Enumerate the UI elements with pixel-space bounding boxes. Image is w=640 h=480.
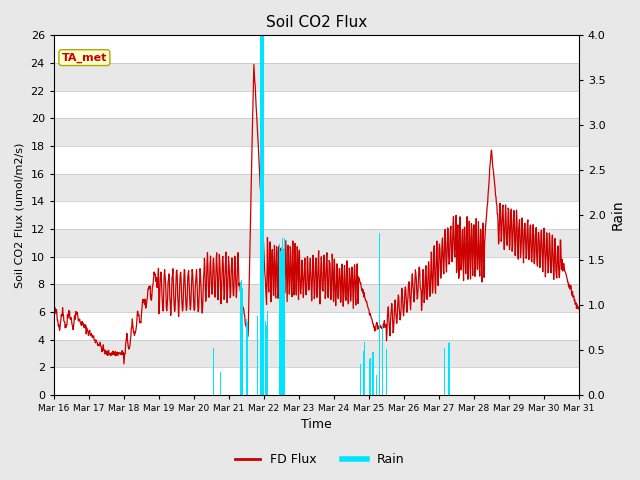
Bar xyxy=(372,352,373,395)
Bar xyxy=(369,360,370,395)
Bar xyxy=(54,91,579,118)
Bar xyxy=(261,36,262,395)
Bar xyxy=(281,242,282,395)
Bar xyxy=(213,356,214,395)
Bar xyxy=(449,342,450,395)
Bar xyxy=(54,63,579,91)
Bar xyxy=(379,233,380,395)
Bar xyxy=(280,252,281,395)
Bar xyxy=(369,349,370,395)
Bar xyxy=(54,118,579,146)
Bar xyxy=(263,36,264,395)
Bar xyxy=(382,325,383,395)
Bar xyxy=(242,300,243,395)
Bar xyxy=(257,324,258,395)
Bar xyxy=(364,342,365,395)
Bar xyxy=(382,331,383,395)
Bar xyxy=(247,333,248,395)
Bar xyxy=(262,79,263,395)
Legend: FD Flux, Rain: FD Flux, Rain xyxy=(230,448,410,471)
Bar xyxy=(54,367,579,395)
Bar xyxy=(263,36,264,395)
Title: Soil CO2 Flux: Soil CO2 Flux xyxy=(266,15,367,30)
Bar xyxy=(54,312,579,339)
Y-axis label: Soil CO2 Flux (umol/m2/s): Soil CO2 Flux (umol/m2/s) xyxy=(15,143,25,288)
Bar xyxy=(242,288,243,395)
Bar xyxy=(267,311,268,395)
Bar xyxy=(282,263,283,395)
Bar xyxy=(376,375,377,395)
Bar xyxy=(283,251,284,395)
Bar xyxy=(364,344,365,395)
Bar xyxy=(267,312,268,395)
Bar xyxy=(54,36,579,63)
Bar xyxy=(54,146,579,174)
Bar xyxy=(266,325,267,395)
Bar xyxy=(444,348,445,395)
Bar xyxy=(54,284,579,312)
X-axis label: Time: Time xyxy=(301,419,332,432)
Y-axis label: Rain: Rain xyxy=(611,200,625,230)
Bar xyxy=(370,358,371,395)
Bar xyxy=(257,316,258,395)
Bar xyxy=(241,300,242,395)
Bar xyxy=(220,369,221,395)
Bar xyxy=(213,348,214,395)
Bar xyxy=(246,330,247,395)
Bar xyxy=(372,354,373,395)
Bar xyxy=(261,49,262,395)
Bar xyxy=(54,174,579,201)
Bar xyxy=(373,352,374,395)
Bar xyxy=(444,352,445,395)
Bar xyxy=(260,87,261,395)
Bar xyxy=(54,339,579,367)
Bar xyxy=(246,319,247,395)
Bar xyxy=(282,238,283,395)
Bar xyxy=(54,201,579,229)
Bar xyxy=(281,247,282,395)
Bar xyxy=(360,371,361,395)
Bar xyxy=(284,238,285,395)
Bar xyxy=(54,229,579,256)
Bar xyxy=(386,349,387,395)
Text: TA_met: TA_met xyxy=(61,52,107,63)
Bar xyxy=(54,256,579,284)
Bar xyxy=(220,372,221,395)
